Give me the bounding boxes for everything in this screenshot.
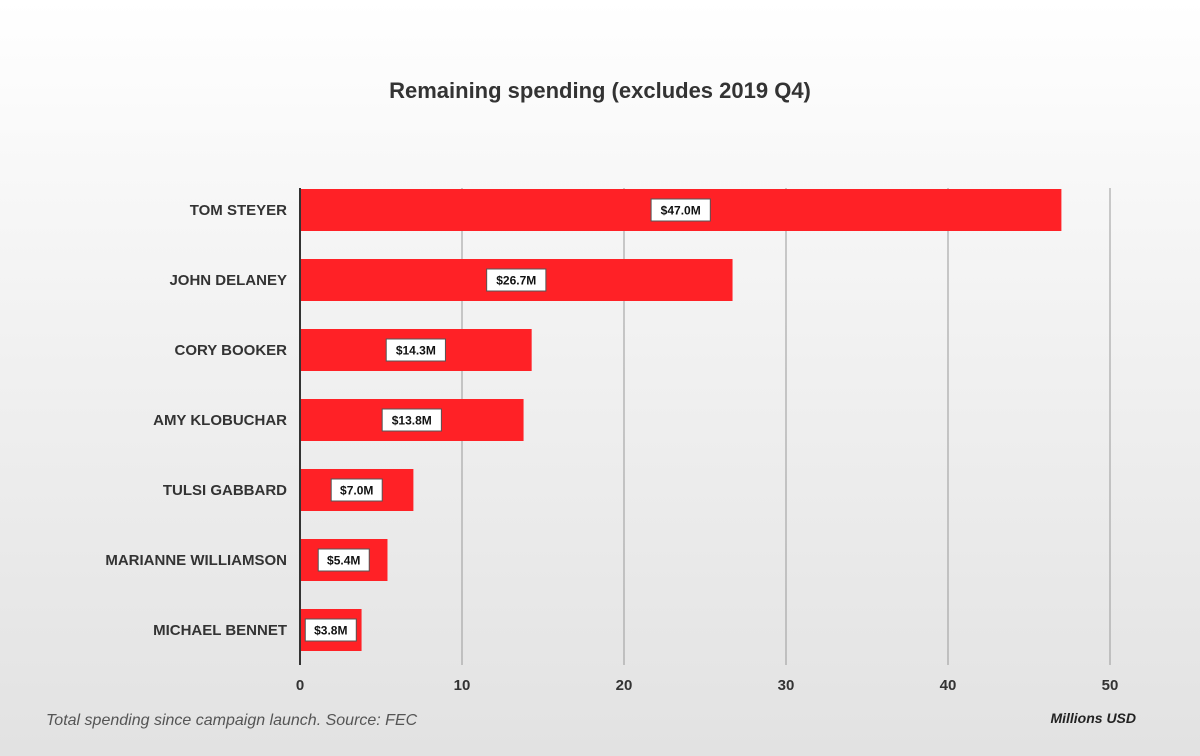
category-label: TOM STEYER xyxy=(190,202,287,219)
x-tick-label: 40 xyxy=(940,677,957,694)
data-label: $3.8M xyxy=(314,624,347,638)
category-label: MARIANNE WILLIAMSON xyxy=(105,552,287,569)
data-label-box xyxy=(385,338,446,362)
data-label: $7.0M xyxy=(340,484,373,498)
data-label-box xyxy=(650,198,711,222)
x-axis-label: Millions USD xyxy=(1050,710,1136,726)
x-tick-label: 20 xyxy=(616,677,633,694)
data-label: $13.8M xyxy=(392,414,432,428)
data-label-box xyxy=(381,408,442,432)
data-label: $47.0M xyxy=(661,204,701,218)
data-label: $26.7M xyxy=(496,274,536,288)
source-note: Total spending since campaign launch. So… xyxy=(46,712,418,729)
category-label: JOHN DELANEY xyxy=(169,272,287,289)
x-tick-label: 30 xyxy=(778,677,795,694)
x-tick-label: 0 xyxy=(296,677,304,694)
data-label-box xyxy=(486,268,547,292)
data-label-box xyxy=(304,618,357,642)
category-label: AMY KLOBUCHAR xyxy=(153,412,287,429)
data-label: $5.4M xyxy=(327,554,360,568)
category-label: CORY BOOKER xyxy=(174,342,287,359)
x-tick-label: 10 xyxy=(454,677,471,694)
category-label: TULSI GABBARD xyxy=(163,482,287,499)
chart-title: Remaining spending (excludes 2019 Q4) xyxy=(389,78,811,103)
x-tick-label: 50 xyxy=(1102,677,1119,694)
data-label-box xyxy=(317,548,370,572)
data-label-box xyxy=(330,478,383,502)
data-label: $14.3M xyxy=(396,344,436,358)
category-label: MICHAEL BENNET xyxy=(153,622,287,639)
